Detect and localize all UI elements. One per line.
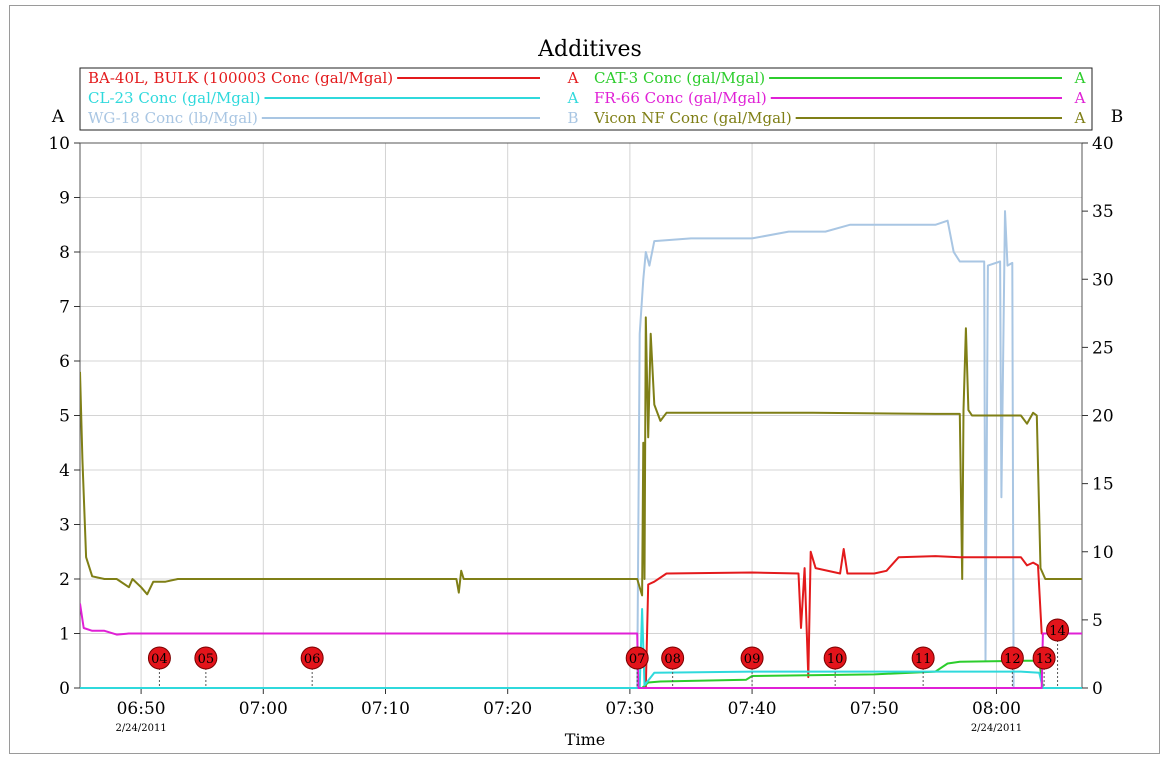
right-tick-label: 5 [1092, 611, 1103, 631]
event-marker-label: 08 [664, 652, 681, 667]
event-marker-label: 04 [151, 652, 168, 667]
chart-frame [9, 5, 1160, 754]
legend-entry-label: WG-18 Conc (lb/Mgal) [88, 109, 258, 127]
left-axis-label: A [51, 107, 65, 127]
right-tick-label: 30 [1092, 270, 1114, 290]
right-tick-label: 25 [1092, 338, 1114, 358]
right-tick-label: 20 [1092, 407, 1114, 427]
legend-entry-axis: A [1074, 69, 1086, 87]
event-marker [823, 646, 847, 670]
event-marker-label: 09 [744, 652, 761, 667]
x-axis-title: Time [565, 730, 605, 749]
right-axis-label: B [1111, 107, 1124, 127]
series-line-wg18 [80, 210, 1082, 689]
series-line-ba40l [80, 548, 1082, 689]
right-tick-label: 15 [1092, 475, 1114, 495]
right-tick-label: 35 [1092, 202, 1114, 222]
legend-entry-axis: B [567, 109, 578, 127]
chart-title: Additives [537, 37, 642, 62]
legend-entry-label: BA-40L, BULK (100003 Conc (gal/Mgal) [88, 69, 393, 87]
event-marker [625, 646, 649, 670]
legend: BA-40L, BULK (100003 Conc (gal/Mgal) A CAT… [79, 67, 1093, 131]
left-tick-label: 10 [48, 134, 70, 154]
legend-entry-axis: A [567, 89, 579, 107]
plot-area: 012345678910051015202530354006:502/24/20… [48, 134, 1113, 734]
event-marker [1046, 618, 1070, 642]
event-marker [1032, 646, 1056, 670]
legend-entry-label: FR-66 Conc (gal/Mgal) [594, 89, 767, 107]
legend-entry-axis: A [1074, 109, 1086, 127]
event-marker [300, 646, 324, 670]
event-marker-label: 07 [629, 652, 646, 667]
event-marker-label: 05 [198, 652, 215, 667]
series-line-vicon [80, 316, 1082, 597]
x-tick-label: 07:50 [850, 699, 899, 719]
left-tick-label: 6 [59, 352, 70, 372]
series-line-cl23 [80, 608, 1082, 689]
left-tick-label: 1 [59, 625, 70, 645]
legend-entry-label: CL-23 Conc (gal/Mgal) [88, 89, 261, 107]
left-tick-label: 0 [59, 679, 70, 699]
x-tick-label: 07:30 [605, 699, 654, 719]
event-marker [661, 646, 685, 670]
right-tick-label: 10 [1092, 543, 1114, 563]
legend-entry-label: Vicon NF Conc (gal/Mgal) [593, 109, 792, 127]
left-tick-label: 3 [59, 516, 70, 536]
left-tick-label: 8 [59, 243, 70, 263]
left-tick-label: 2 [59, 570, 70, 590]
legend-entry-axis: A [567, 69, 579, 87]
event-marker [194, 646, 218, 670]
left-tick-label: 9 [59, 189, 70, 209]
x-tick-label: 07:40 [728, 699, 777, 719]
x-tick-label: 07:10 [361, 699, 410, 719]
x-tick-label: 08:00 [972, 699, 1021, 719]
left-tick-label: 4 [59, 461, 70, 481]
x-tick-label: 07:00 [239, 699, 288, 719]
legend-entry-label: CAT-3 Conc (gal/Mgal) [594, 69, 765, 87]
event-marker-label: 14 [1049, 624, 1066, 639]
x-tick-label: 07:20 [483, 699, 532, 719]
legend-entry-axis: A [1074, 89, 1086, 107]
event-marker-label: 10 [827, 652, 844, 667]
event-marker-label: 11 [915, 652, 932, 667]
event-marker-label: 12 [1004, 652, 1021, 667]
right-tick-label: 0 [1092, 679, 1103, 699]
event-marker [147, 646, 171, 670]
left-tick-label: 7 [59, 298, 70, 318]
series-line-fr66 [80, 603, 1082, 689]
event-marker-label: 06 [304, 652, 321, 667]
left-tick-label: 5 [59, 407, 70, 427]
x-tick-label: 06:50 [117, 699, 166, 719]
event-marker [1000, 646, 1024, 670]
right-tick-label: 40 [1092, 134, 1114, 154]
event-marker [911, 646, 935, 670]
x-tick-date: 2/24/2011 [971, 723, 1022, 734]
x-tick-date: 2/24/2011 [115, 723, 166, 734]
event-marker-label: 13 [1036, 652, 1053, 667]
event-marker [740, 646, 764, 670]
